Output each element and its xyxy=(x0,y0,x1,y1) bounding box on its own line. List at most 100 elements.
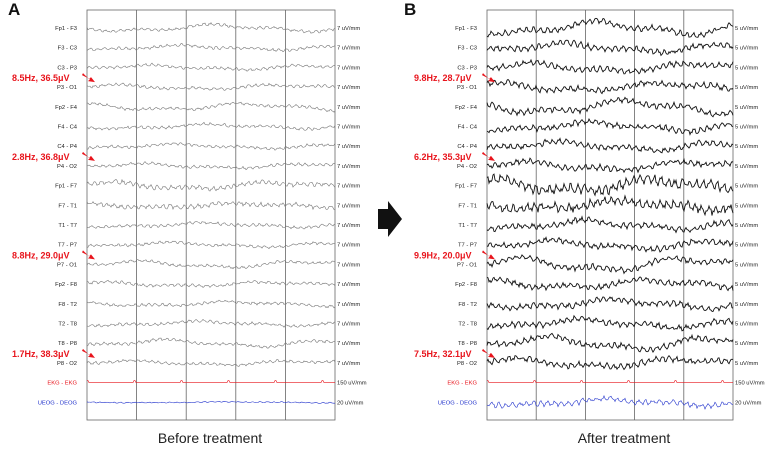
eeg-trace xyxy=(86,43,336,53)
annotation-arrow-icon xyxy=(482,73,495,83)
channel-label: Fp2 - F4 xyxy=(55,105,78,111)
eeg-trace xyxy=(486,58,734,75)
channel-label: T7 - P7 xyxy=(58,243,77,249)
channel-scale: 5 uV/mm xyxy=(735,361,758,367)
eeg-trace xyxy=(486,194,734,217)
channel-label: P7 - O1 xyxy=(57,262,77,268)
eeg-trace xyxy=(486,137,734,154)
recording-frame xyxy=(86,9,336,421)
channel-scale: 5 uV/mm xyxy=(735,322,758,328)
channel-scale: 5 uV/mm xyxy=(735,46,758,52)
frequency-amplitude-annotation: 1.7Hz, 38.3μV xyxy=(12,349,70,359)
eeg-trace xyxy=(86,359,336,367)
channel-label: F3 - C3 xyxy=(458,46,477,52)
eeg-trace xyxy=(486,236,734,253)
eeg-trace xyxy=(86,221,336,230)
channel-label: T2 - T8 xyxy=(458,322,477,328)
channel-label: C4 - P4 xyxy=(457,144,477,150)
caption-after-treatment: After treatment xyxy=(577,430,671,446)
channel-label: Fp2 - F4 xyxy=(455,105,478,111)
caption-before-treatment: Before treatment xyxy=(157,430,263,446)
channel-scale: 7 uV/mm xyxy=(337,105,360,111)
annotation-arrow-icon xyxy=(82,73,95,83)
channel-scale: 7 uV/mm xyxy=(337,184,360,190)
right-arrow-icon xyxy=(378,201,402,237)
channel-scale: 7 uV/mm xyxy=(337,65,360,71)
channel-label: Fp2 - F8 xyxy=(455,282,477,288)
eeg-trace xyxy=(486,173,734,197)
channel-label: P3 - O1 xyxy=(457,85,477,91)
eeg-trace xyxy=(86,299,336,309)
channel-scale: 7 uV/mm xyxy=(337,322,360,328)
eeg-trace xyxy=(486,355,734,371)
channel-label: F7 - T1 xyxy=(458,203,477,209)
eeg-trace xyxy=(86,178,336,192)
channel-label: UEOG - DEOG xyxy=(438,400,478,406)
channel-scale: 7 uV/mm xyxy=(337,26,360,32)
eeg-trace xyxy=(486,215,734,234)
panel-letter-a: A xyxy=(8,0,21,19)
channel-label: Fp2 - F8 xyxy=(55,282,77,288)
eeg-trace xyxy=(86,22,336,34)
eeg-trace xyxy=(86,201,336,211)
channel-scale: 7 uV/mm xyxy=(337,243,360,249)
channel-scale: 20 uV/mm xyxy=(735,400,762,406)
channel-label: EKG - EKG xyxy=(47,381,77,387)
frequency-amplitude-annotation: 8.5Hz, 36.5μV xyxy=(12,73,70,83)
frequency-amplitude-annotation: 8.8Hz, 29.0μV xyxy=(12,250,70,260)
eeg-trace xyxy=(86,62,336,72)
channel-scale: 7 uV/mm xyxy=(337,302,360,308)
frequency-amplitude-annotation: 6.2Hz, 35.3μV xyxy=(414,152,472,162)
eeg-trace xyxy=(87,380,335,383)
channel-label: F4 - C4 xyxy=(58,125,78,131)
eeg-trace xyxy=(486,17,734,39)
channel-label: T8 - P8 xyxy=(58,341,77,347)
eeg-trace xyxy=(86,279,336,288)
channel-scale: 5 uV/mm xyxy=(735,85,758,91)
channel-label: T1 - T7 xyxy=(58,223,77,229)
channel-scale: 5 uV/mm xyxy=(735,223,758,229)
channel-scale: 7 uV/mm xyxy=(337,85,360,91)
channel-label: T1 - T7 xyxy=(458,223,477,229)
channel-scale: 7 uV/mm xyxy=(337,223,360,229)
eeg-trace xyxy=(86,121,336,131)
eeg-panel-b: Fp1 - F3 5 uV/mm F3 - C3 5 uV/mm C3 - P3 5 uV… xyxy=(414,9,765,421)
channel-label: Fp1 - F7 xyxy=(55,184,77,190)
channel-label: F8 - T2 xyxy=(58,302,77,308)
recording-frame xyxy=(486,9,734,421)
eeg-trace xyxy=(486,157,734,174)
eeg-trace xyxy=(486,96,734,118)
eeg-trace xyxy=(86,319,336,328)
channel-label: P7 - O1 xyxy=(457,262,477,268)
annotation-arrow-icon xyxy=(82,151,95,161)
channel-label: F4 - C4 xyxy=(458,125,478,131)
channel-label: P3 - O1 xyxy=(57,85,77,91)
channel-label: C3 - P3 xyxy=(57,65,77,71)
channel-scale: 5 uV/mm xyxy=(735,105,758,111)
channel-label: P4 - O2 xyxy=(457,164,477,170)
eeg-trace xyxy=(486,276,734,292)
channel-label: P4 - O2 xyxy=(57,164,77,170)
frequency-amplitude-annotation: 9.9Hz, 20.0μV xyxy=(414,250,472,260)
channel-label: F7 - T1 xyxy=(58,203,77,209)
eeg-trace xyxy=(486,314,734,332)
channel-label: UEOG - DEOG xyxy=(38,400,78,406)
eeg-trace xyxy=(86,142,336,151)
channel-scale: 7 uV/mm xyxy=(337,341,360,347)
channel-label: F3 - C3 xyxy=(58,46,77,52)
channel-label: EKG - EKG xyxy=(447,381,477,387)
eeg-trace xyxy=(486,118,734,136)
annotation-arrow-icon xyxy=(82,348,95,358)
channel-label: Fp1 - F7 xyxy=(455,184,477,190)
channel-scale: 7 uV/mm xyxy=(337,144,360,150)
channel-scale: 7 uV/mm xyxy=(337,282,360,288)
eeg-trace xyxy=(486,254,734,275)
channel-scale: 150 uV/mm xyxy=(735,381,765,387)
channel-label: T7 - P7 xyxy=(458,243,477,249)
eeg-trace xyxy=(86,259,336,270)
eeg-trace xyxy=(86,240,336,250)
eeg-trace xyxy=(486,39,734,57)
channel-label: F8 - T2 xyxy=(458,302,477,308)
channel-label: T8 - P8 xyxy=(458,341,477,347)
